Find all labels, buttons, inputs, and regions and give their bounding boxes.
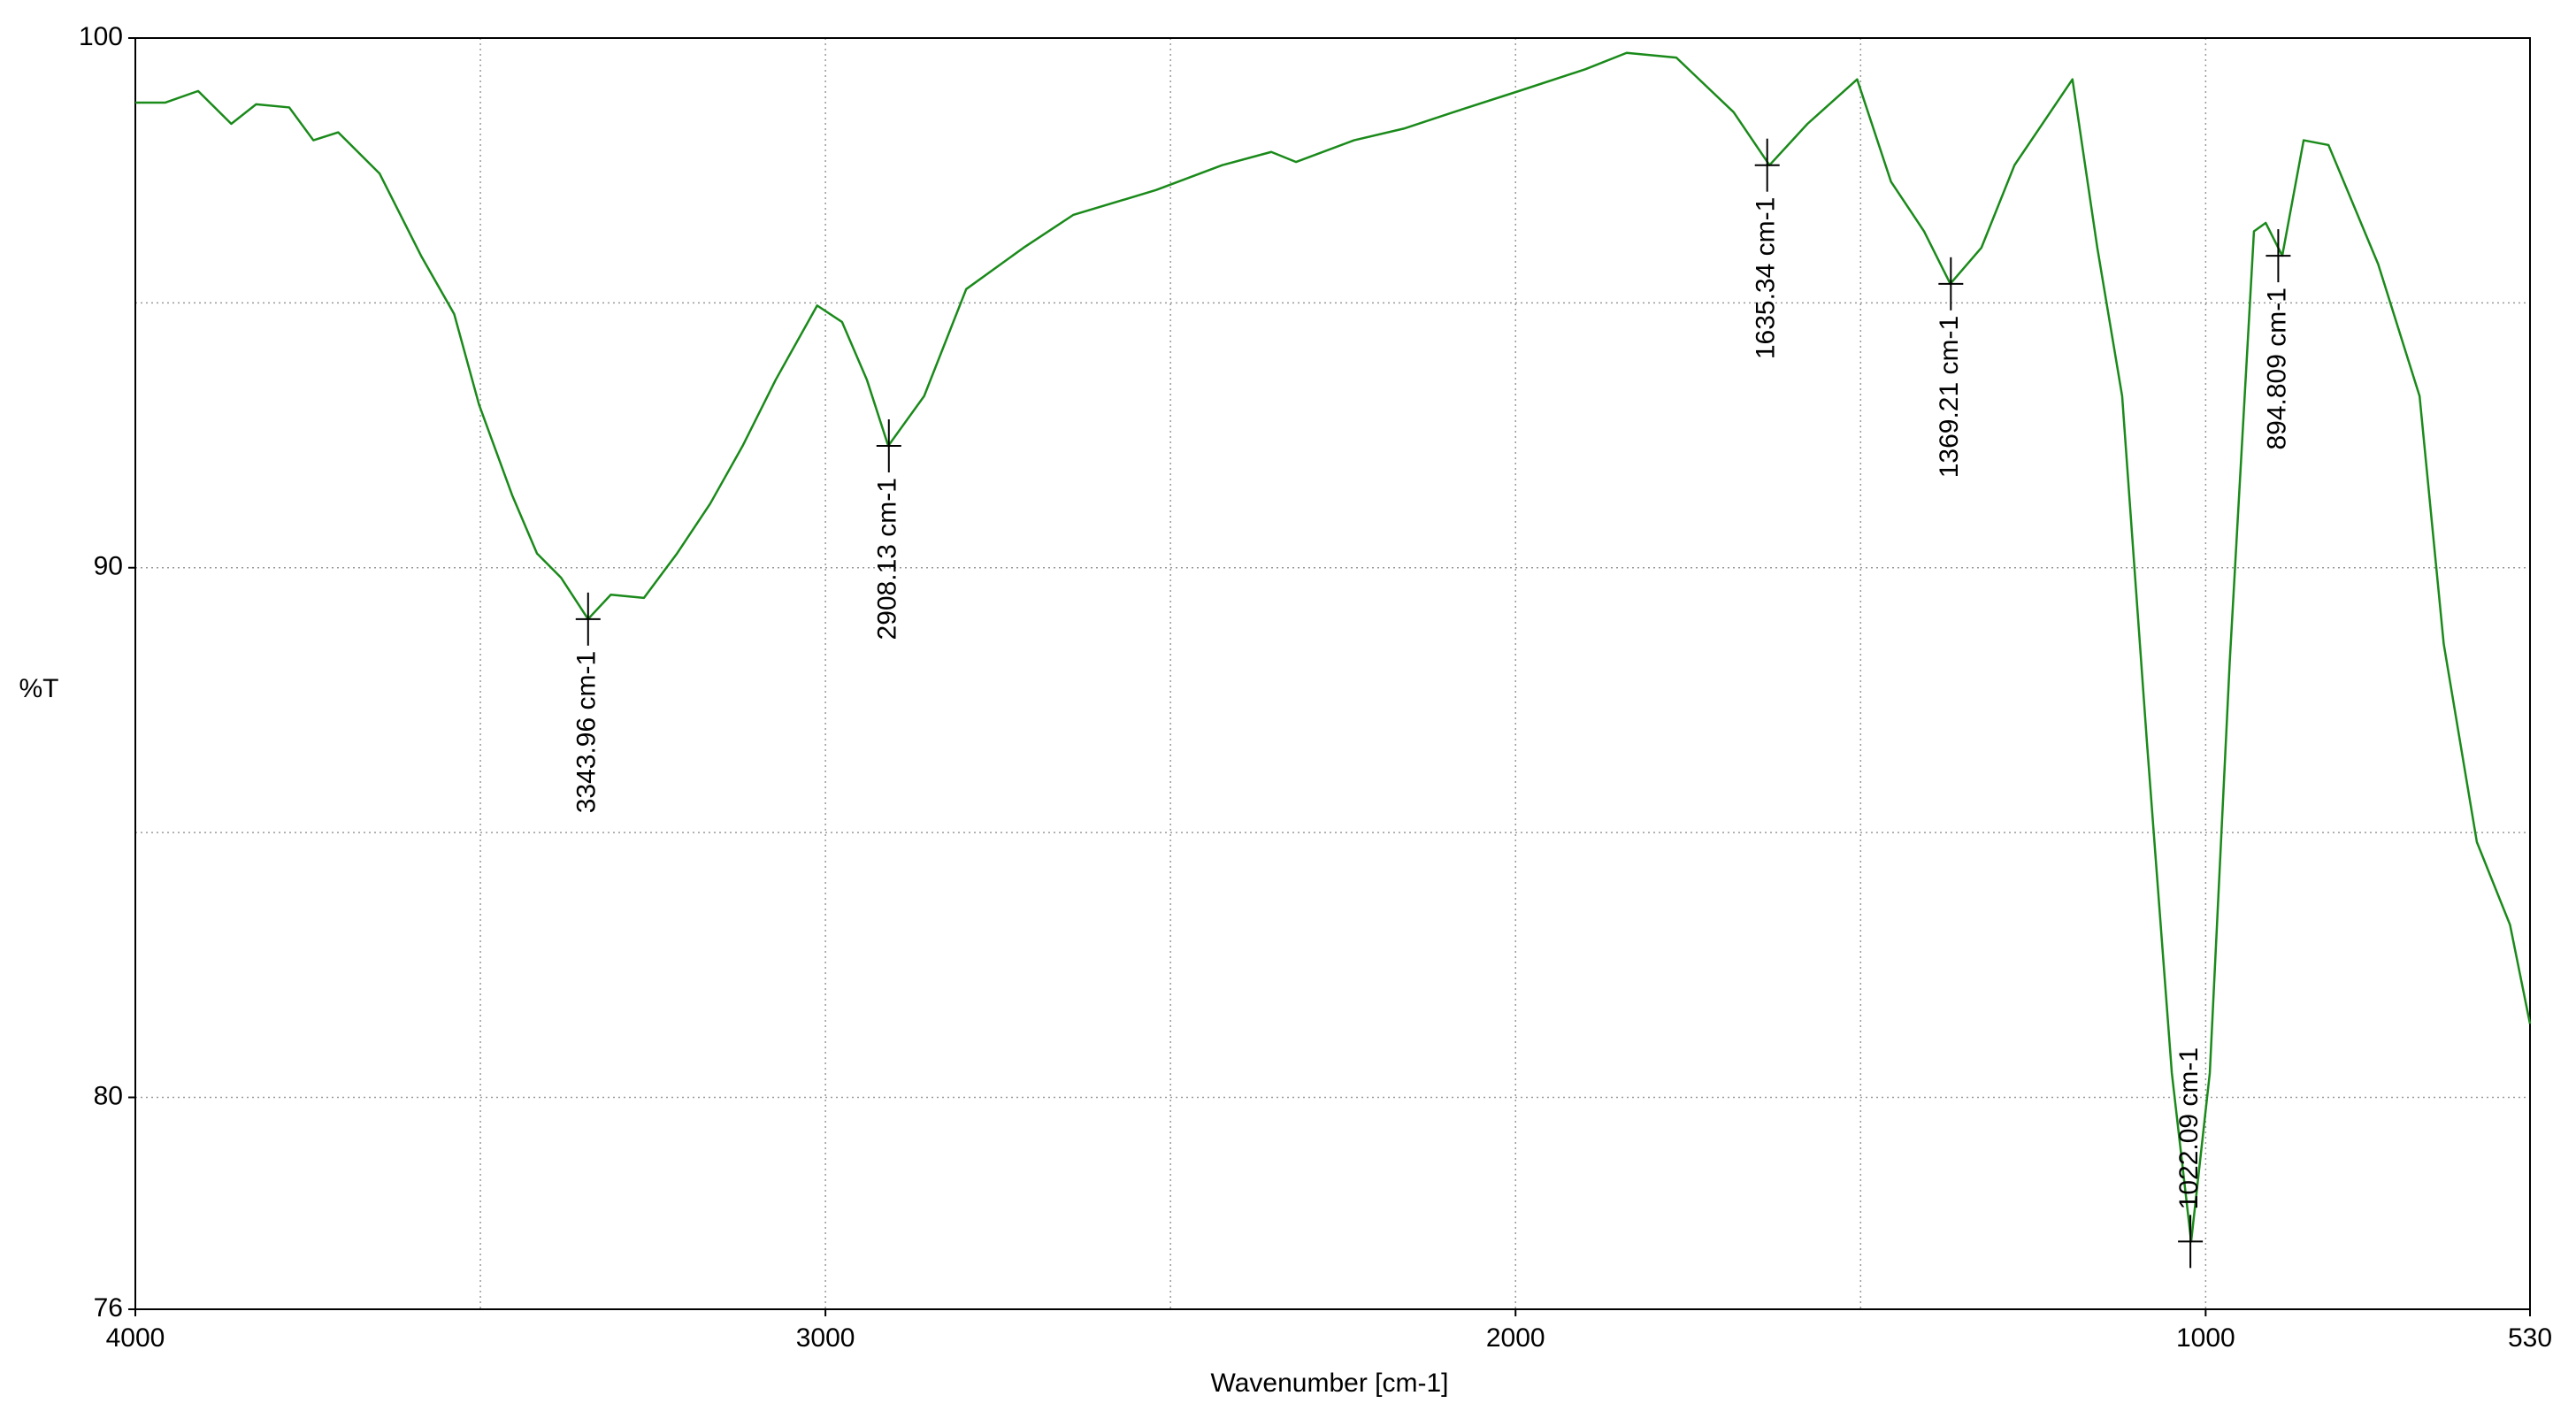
y-tick-label: 100 xyxy=(79,22,123,51)
y-tick-label: 90 xyxy=(94,552,123,581)
peak-label: 1635.34 cm-1 xyxy=(1752,197,1781,359)
peak-label: 1369.21 cm-1 xyxy=(1935,316,1964,478)
peak-label: 2908.13 cm-1 xyxy=(873,478,902,640)
x-tick-label: 4000 xyxy=(106,1323,165,1353)
peak-label: 3343.96 cm-1 xyxy=(572,651,602,813)
peak-label: 1022.09 cm-1 xyxy=(2174,1047,2204,1209)
y-axis-label: %T xyxy=(19,674,59,703)
x-tick-label: 530 xyxy=(2508,1323,2552,1353)
y-tick-label: 80 xyxy=(94,1081,123,1110)
plot-frame xyxy=(134,37,2531,1310)
x-tick-label: 3000 xyxy=(796,1323,855,1353)
x-tick-label: 2000 xyxy=(1486,1323,1545,1353)
spectrum-line xyxy=(135,51,2532,1243)
y-tick-label: 76 xyxy=(94,1293,123,1323)
peak-label: 894.809 cm-1 xyxy=(2262,288,2291,449)
x-tick-label: 1000 xyxy=(2176,1323,2235,1353)
x-axis-label: Wavenumber [cm-1] xyxy=(1211,1369,1449,1398)
